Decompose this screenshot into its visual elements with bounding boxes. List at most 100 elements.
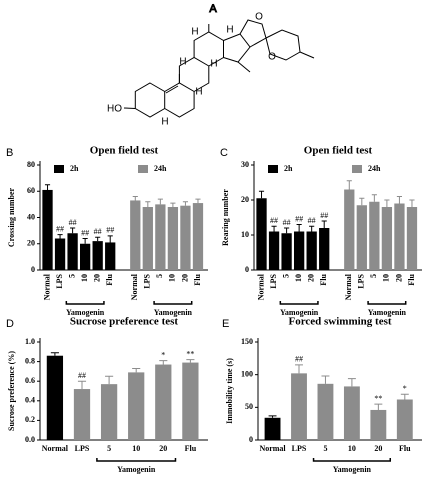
bar [291, 373, 307, 440]
annotation: ## [308, 216, 316, 225]
ring [239, 19, 267, 48]
error-bar [132, 367, 141, 373]
x-tick-label: Flu [185, 444, 197, 453]
bar [128, 372, 145, 440]
y-tick-label: 0.0 [25, 435, 35, 444]
panel-label: B [6, 147, 13, 159]
error-bar [296, 224, 302, 232]
x-tick-label: Flu [105, 273, 114, 285]
error-bar [371, 194, 377, 202]
x-tick-label: LPS [292, 444, 307, 453]
bar [394, 203, 405, 270]
panel-label: A [209, 3, 217, 15]
bar [406, 207, 418, 270]
annotation: ## [81, 228, 89, 237]
atom: H [226, 25, 233, 36]
bar [180, 205, 191, 270]
legend-label: 2h [284, 164, 293, 173]
bar [105, 242, 116, 270]
error-bar [170, 202, 176, 207]
x-tick-label: LPS [269, 273, 278, 288]
error-bar [321, 375, 330, 384]
methyl [178, 24, 210, 83]
atom: H [161, 117, 168, 128]
panel-label: E [222, 318, 229, 330]
error-bar [284, 227, 290, 234]
error-bar [271, 225, 277, 232]
error-bar [347, 378, 356, 387]
x-tick-label: 20 [374, 444, 382, 453]
x-tick-label: LPS [75, 444, 90, 453]
annotation: ## [106, 226, 114, 235]
bar [79, 243, 91, 270]
bond [237, 61, 251, 73]
bond [299, 51, 315, 59]
bar [281, 233, 292, 270]
bracket [96, 458, 177, 462]
x-tick-label: Normal [344, 273, 353, 300]
y-tick-label: 1.0 [25, 337, 35, 346]
error-bar [295, 364, 303, 374]
x-tick-label: 10 [382, 274, 391, 282]
error-bar [57, 234, 63, 239]
bar [343, 386, 360, 440]
bar [42, 189, 53, 270]
bracket [153, 301, 193, 305]
bar [155, 364, 172, 440]
panel-label: D [6, 318, 14, 330]
error-bar [400, 393, 409, 400]
y-tick-label: 0 [249, 435, 253, 444]
bar [369, 201, 380, 270]
legend-swatch [268, 165, 278, 173]
y-tick-label: 0.2 [25, 415, 35, 424]
bar [356, 205, 367, 270]
x-tick-label: 20 [394, 274, 403, 282]
y-tick-label: 0 [245, 265, 249, 274]
y-tick-label: 40 [27, 212, 35, 221]
error-bar [95, 236, 101, 242]
y-axis-label: Rearing number [221, 189, 230, 246]
atom: O [255, 12, 263, 23]
chart-title: Open field test [90, 145, 159, 157]
x-tick-label: 5 [323, 444, 327, 453]
bar [67, 233, 78, 270]
error-bar [374, 403, 383, 410]
error-bar [309, 225, 315, 232]
error-bar [346, 180, 352, 190]
x-tick-label: Flu [193, 273, 202, 285]
error-bar [159, 360, 168, 365]
error-bar [321, 220, 327, 228]
y-tick-label: 30 [241, 160, 249, 169]
error-bar [77, 380, 87, 390]
annotation: ** [186, 349, 194, 358]
bracket-label: Yamogenin [154, 308, 193, 317]
error-bar [145, 201, 151, 207]
bar [100, 384, 118, 440]
bar [370, 409, 387, 440]
ring [178, 56, 210, 92]
annotation: ## [78, 371, 86, 380]
bar [264, 417, 281, 440]
annotation: ## [295, 355, 303, 364]
atom: H [210, 59, 217, 70]
y-tick-label: 20 [241, 195, 249, 204]
error-bar [384, 199, 390, 207]
error-bar [50, 352, 59, 356]
x-tick-label: 20 [180, 274, 189, 282]
ring [223, 33, 251, 63]
x-tick-label: Normal [42, 273, 51, 300]
y-tick-label: 0.8 [25, 356, 35, 365]
x-tick-label: 10 [168, 274, 177, 282]
x-tick-label: 5 [281, 274, 290, 278]
ring [193, 31, 224, 67]
annotation: ## [295, 214, 303, 223]
double-bond [165, 85, 179, 94]
legend-label: 24h [368, 164, 381, 173]
annotation: ** [374, 394, 382, 403]
bracket-label: Yamogenin [333, 465, 372, 474]
bar [344, 189, 355, 270]
ring [164, 82, 195, 118]
y-tick-label: 100 [241, 369, 253, 378]
x-tick-label: LPS [357, 273, 366, 288]
bar [92, 241, 103, 270]
